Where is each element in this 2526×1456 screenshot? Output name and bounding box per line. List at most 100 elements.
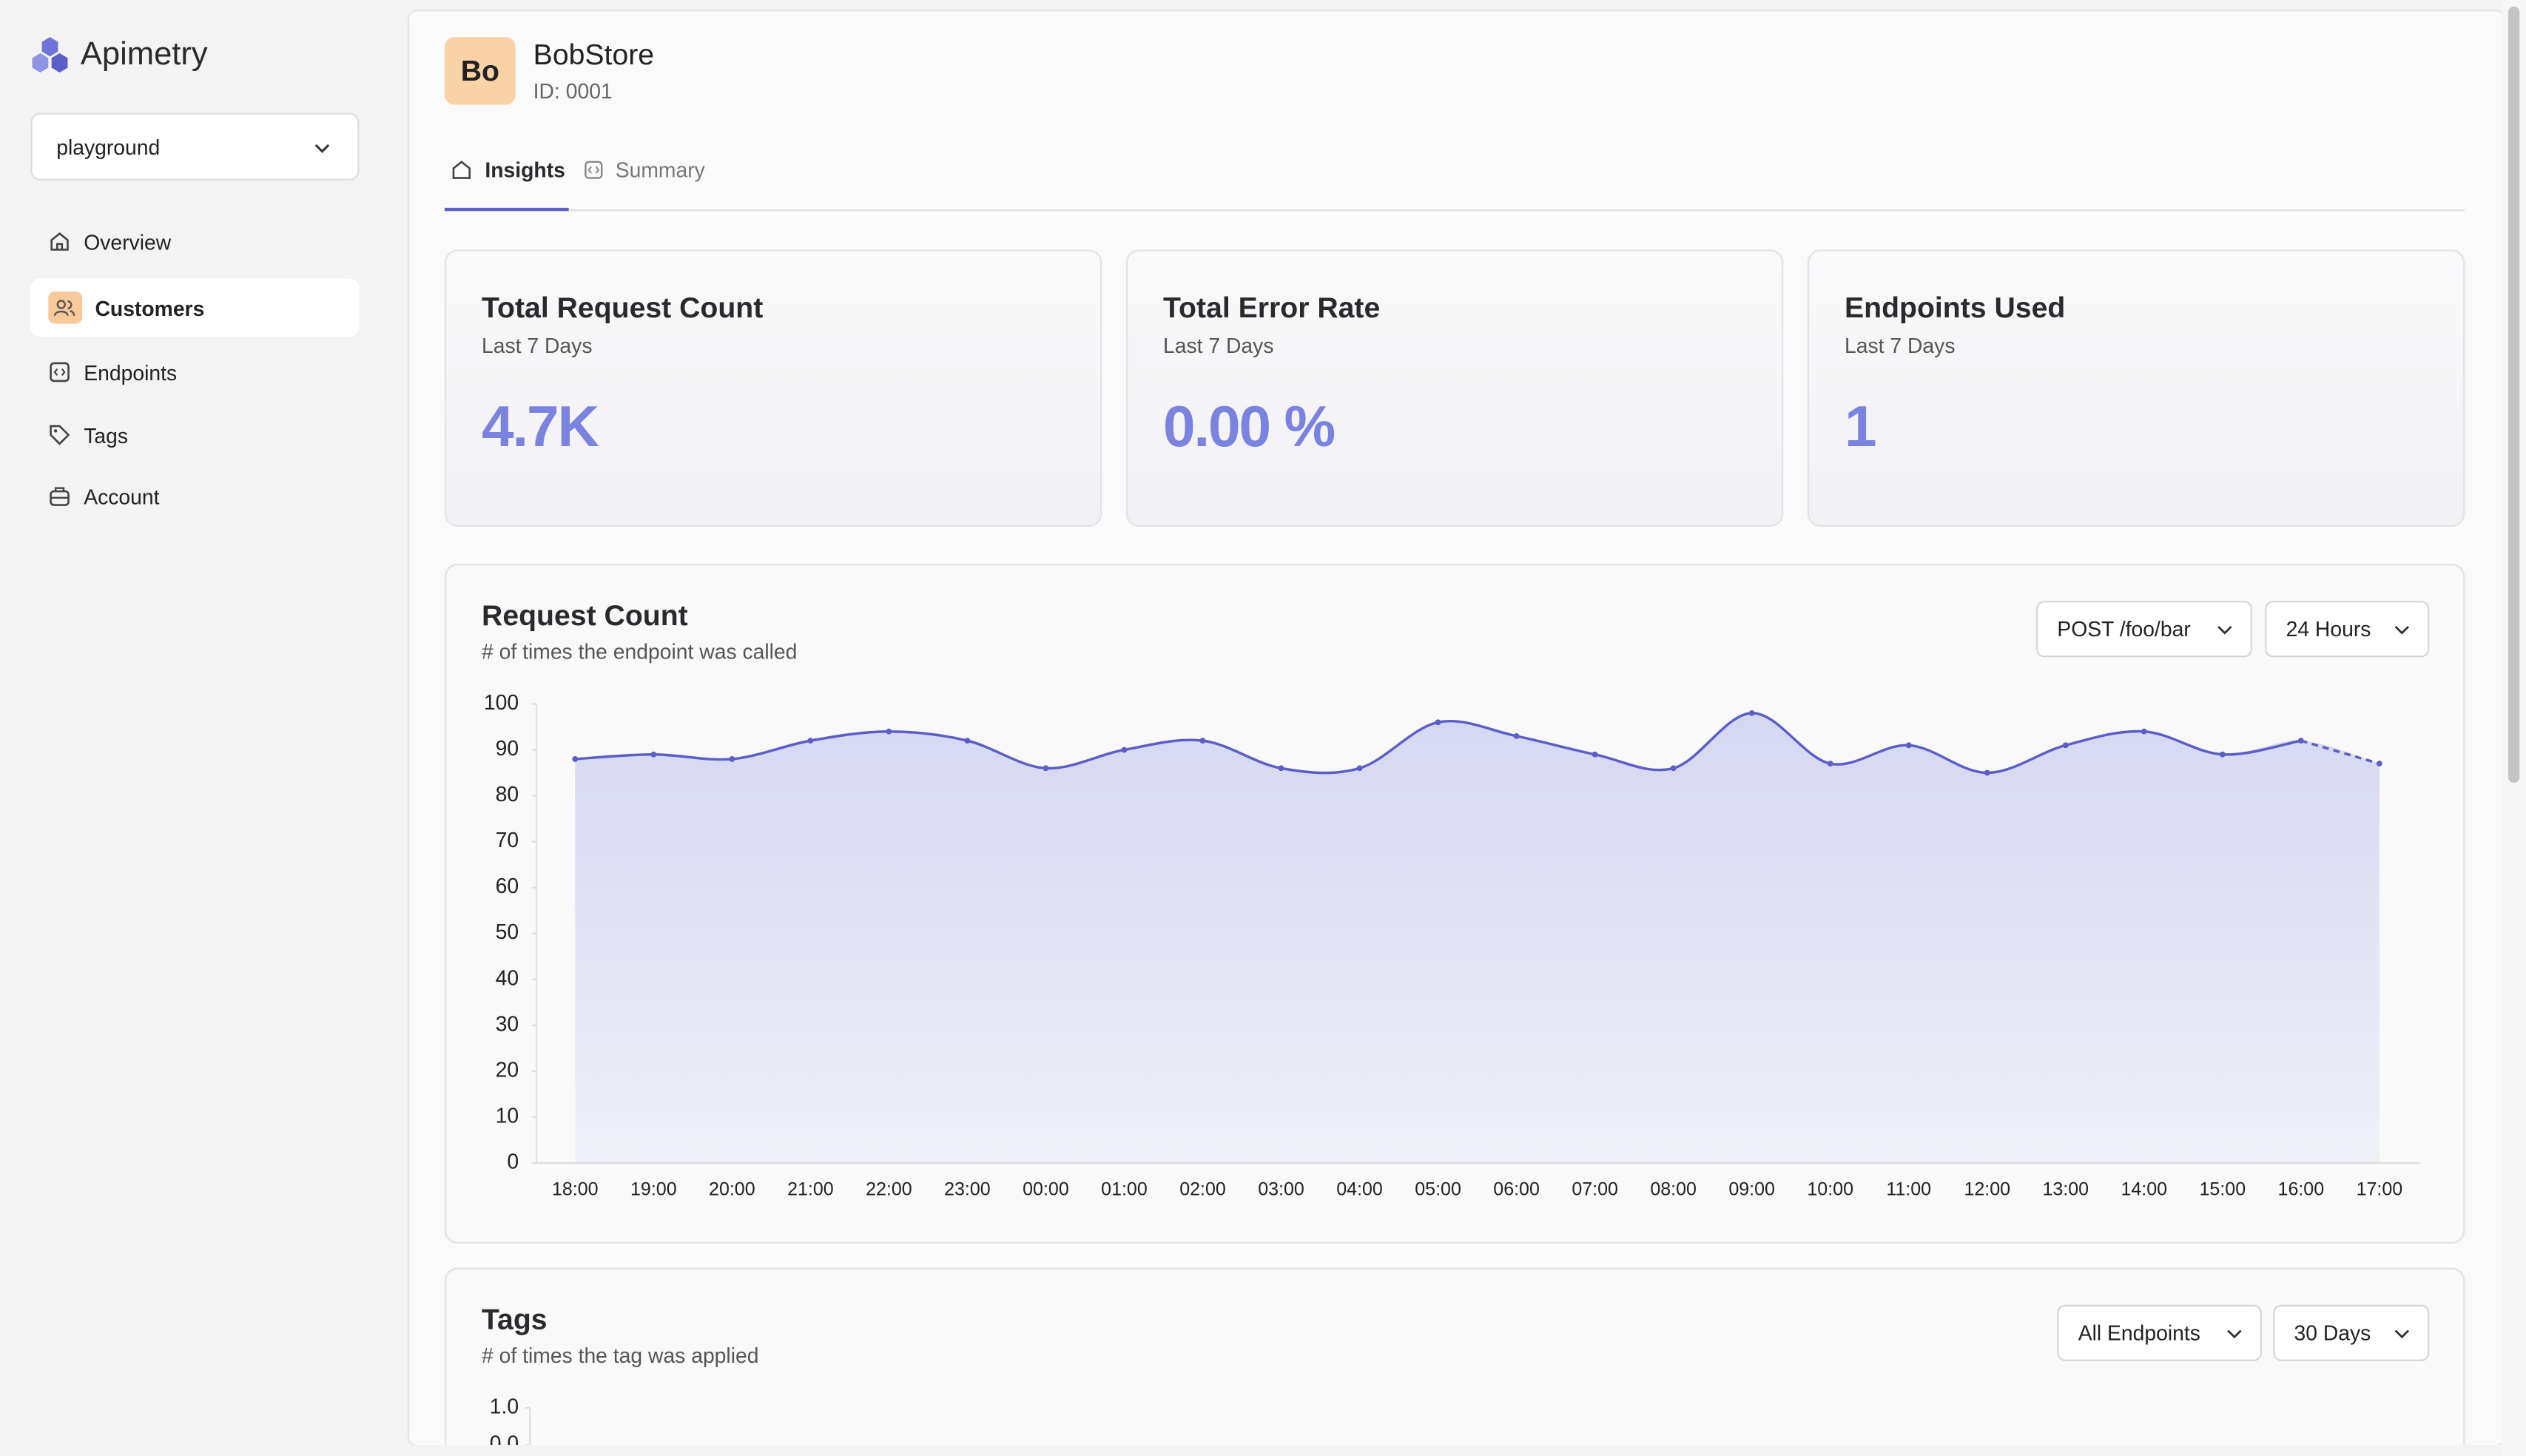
- y-tick-label: 70: [496, 828, 519, 852]
- x-tick-label: 17:00: [2357, 1179, 2403, 1200]
- stat-value: 1: [1845, 393, 1877, 459]
- dropdown-label: POST /foo/bar: [2057, 616, 2191, 641]
- customer-name: BobStore: [533, 38, 655, 71]
- nav-item[interactable]: Tags: [30, 408, 359, 462]
- x-tick-label: 14:00: [2121, 1179, 2167, 1200]
- y-tick-label: 40: [496, 965, 519, 989]
- endpoint-dropdown[interactable]: POST /foo/bar: [2036, 601, 2252, 658]
- nav-label: Endpoints: [84, 360, 178, 385]
- point: [1513, 732, 1520, 739]
- account-icon: [50, 487, 70, 506]
- range-dropdown[interactable]: 24 Hours: [2265, 601, 2430, 658]
- x-tick-label: 08:00: [1650, 1179, 1697, 1200]
- x-tick-label: 22:00: [866, 1179, 912, 1200]
- tab-underline: [444, 207, 569, 212]
- chart-subtitle: # of times the endpoint was called: [482, 639, 798, 664]
- point: [2297, 738, 2304, 744]
- stat-card: Endpoints Used Last 7 Days 1: [1807, 249, 2465, 527]
- x-tick-label: 03:00: [1258, 1179, 1304, 1200]
- brand: Apimetry: [80, 37, 208, 73]
- x-tick-label: 05:00: [1415, 1179, 1461, 1200]
- scrollbar-thumb[interactable]: [2508, 6, 2520, 783]
- chart-title: Tags: [482, 1303, 548, 1335]
- nav-label: Tags: [84, 423, 129, 448]
- x-tick-label: 13:00: [2042, 1179, 2089, 1200]
- range-dropdown[interactable]: 30 Days: [2273, 1304, 2430, 1361]
- x-tick-label: 10:00: [1807, 1179, 1853, 1200]
- point: [2376, 761, 2382, 767]
- point: [1984, 769, 1990, 776]
- nav-label: Account: [84, 485, 160, 510]
- point: [886, 728, 892, 735]
- stat-value: 4.7K: [482, 393, 599, 459]
- x-tick-label: 01:00: [1101, 1179, 1148, 1200]
- x-tick-label: 02:00: [1179, 1179, 1226, 1200]
- y-tick-label: 60: [496, 874, 519, 897]
- y-tick-label: 90: [496, 736, 519, 760]
- y-tick-label: 0: [507, 1149, 519, 1173]
- scrollbar[interactable]: [2502, 0, 2526, 1456]
- x-tick-label: 21:00: [787, 1179, 834, 1200]
- point: [572, 756, 579, 762]
- nav-item[interactable]: Overview: [30, 215, 359, 269]
- stat-subtitle: Last 7 Days: [482, 333, 593, 358]
- y-tick-label: 20: [496, 1057, 519, 1081]
- point: [964, 738, 971, 744]
- y-tick-label: 100: [484, 690, 519, 714]
- nav-item[interactable]: Endpoints: [30, 345, 359, 400]
- nav-icon-bg: [48, 291, 83, 324]
- point: [729, 756, 735, 762]
- dropdown-label: 30 Days: [2294, 1321, 2371, 1346]
- x-tick-label: 18:00: [552, 1179, 599, 1200]
- dropdown-label: All Endpoints: [2078, 1321, 2200, 1346]
- dropdown-label: 24 Hours: [2286, 616, 2371, 641]
- x-tick-label: 20:00: [709, 1179, 755, 1200]
- stat-title: Total Request Count: [482, 291, 764, 324]
- customer-id: ID: 0001: [533, 78, 613, 104]
- chevron: [2217, 625, 2232, 635]
- area: [575, 712, 2380, 1164]
- x-tick-label: 23:00: [944, 1179, 991, 1200]
- endpoints-icon: [50, 362, 70, 382]
- x-tick-label: 15:00: [2200, 1179, 2246, 1200]
- y-tick-label: 80: [496, 782, 519, 806]
- home-icon: [50, 232, 69, 251]
- y-tick-label: 1.0: [490, 1394, 519, 1418]
- endpoint-dropdown[interactable]: All Endpoints: [2057, 1304, 2262, 1361]
- x-tick-label: 19:00: [630, 1179, 677, 1200]
- tab-divider: [444, 209, 2465, 212]
- logo-icon: [32, 37, 68, 73]
- y-tick-label: 10: [496, 1103, 519, 1127]
- point: [1356, 765, 1363, 772]
- x-tick-label: 00:00: [1023, 1179, 1069, 1200]
- stat-title: Total Error Rate: [1163, 291, 1381, 324]
- point: [1670, 765, 1677, 772]
- x-tick-label: 04:00: [1336, 1179, 1383, 1200]
- point: [1905, 742, 1912, 749]
- chevron: [2394, 625, 2410, 635]
- stat-subtitle: Last 7 Days: [1163, 333, 1274, 358]
- x-tick-label: 09:00: [1728, 1179, 1775, 1200]
- avatar: Bo: [444, 37, 516, 105]
- tab-active[interactable]: Insights: [485, 158, 565, 183]
- summary-icon: [585, 161, 603, 179]
- nav-label: Overview: [84, 230, 172, 255]
- point: [1827, 761, 1833, 767]
- nav-item[interactable]: Account: [30, 469, 359, 524]
- stat-card: Total Request Count Last 7 Days 4.7K: [444, 249, 1102, 527]
- x-tick-label: 07:00: [1572, 1179, 1618, 1200]
- point: [2062, 742, 2069, 749]
- nav-item-active[interactable]: Customers: [30, 278, 360, 337]
- workspace-select[interactable]: playground: [30, 112, 360, 181]
- point: [1043, 765, 1049, 772]
- panel-bottom: [407, 1445, 2505, 1456]
- stat-subtitle: Last 7 Days: [1845, 333, 1956, 358]
- point: [1748, 710, 1755, 716]
- y-tick-label: 50: [496, 920, 519, 943]
- home-icon: [452, 161, 471, 179]
- stat-value: 0.00 %: [1163, 393, 1336, 459]
- point: [1435, 719, 1441, 726]
- tab[interactable]: Summary: [615, 158, 705, 183]
